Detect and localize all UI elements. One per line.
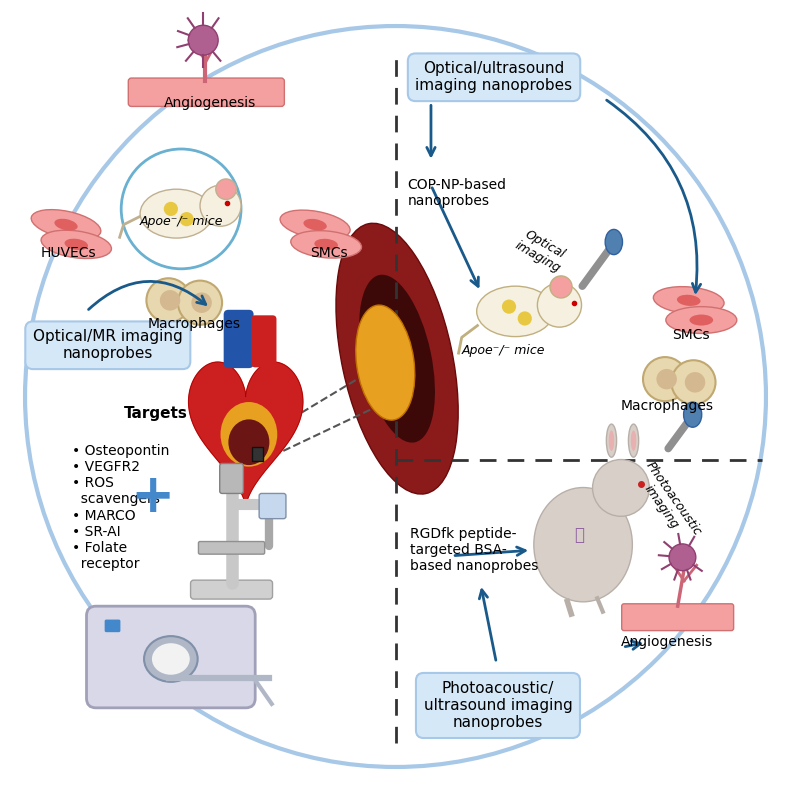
Circle shape [643, 357, 687, 401]
Circle shape [146, 278, 191, 323]
Text: Angiogenesis: Angiogenesis [165, 96, 256, 110]
Ellipse shape [152, 643, 190, 675]
Text: Apoe⁻/⁻ mice: Apoe⁻/⁻ mice [462, 344, 545, 358]
Ellipse shape [477, 286, 554, 336]
FancyBboxPatch shape [220, 463, 244, 493]
Ellipse shape [304, 219, 327, 231]
Ellipse shape [65, 239, 88, 250]
FancyBboxPatch shape [128, 78, 284, 106]
Ellipse shape [221, 402, 278, 466]
Ellipse shape [630, 431, 636, 451]
Ellipse shape [280, 210, 350, 239]
Ellipse shape [677, 295, 701, 306]
Text: SMCs: SMCs [310, 246, 347, 260]
Ellipse shape [229, 419, 270, 465]
Text: Angiogenesis: Angiogenesis [621, 635, 713, 649]
Ellipse shape [336, 224, 458, 494]
Circle shape [550, 276, 572, 298]
FancyBboxPatch shape [191, 580, 273, 599]
Text: COP-NP-based
nanoprobes: COP-NP-based nanoprobes [407, 178, 506, 209]
Circle shape [685, 372, 706, 393]
Circle shape [188, 25, 218, 56]
Text: Photoacoustic/
ultrasound imaging
nanoprobes: Photoacoustic/ ultrasound imaging nanopr… [424, 680, 573, 730]
Polygon shape [188, 362, 303, 507]
Text: Targets: Targets [123, 406, 187, 421]
Circle shape [164, 201, 178, 216]
Circle shape [502, 300, 516, 314]
Text: Optical/ultrasound
imaging nanoprobes: Optical/ultrasound imaging nanoprobes [415, 61, 573, 94]
Ellipse shape [140, 190, 213, 238]
Ellipse shape [609, 431, 615, 451]
FancyBboxPatch shape [252, 316, 277, 367]
Text: Photoacoustic
imaging: Photoacoustic imaging [631, 459, 704, 546]
Ellipse shape [41, 230, 112, 259]
Text: ✨: ✨ [574, 527, 585, 544]
Ellipse shape [55, 219, 78, 231]
Ellipse shape [359, 274, 435, 442]
Text: RGDfk peptide-
targeted BSA-
based nanoprobes: RGDfk peptide- targeted BSA- based nanop… [410, 527, 538, 573]
Circle shape [592, 460, 649, 516]
Ellipse shape [144, 636, 198, 682]
Circle shape [657, 369, 677, 389]
Ellipse shape [534, 488, 632, 602]
Circle shape [180, 212, 194, 226]
FancyBboxPatch shape [622, 603, 733, 630]
Text: • Osteopontin
• VEGFR2
• ROS
  scavengers
• MARCO
• SR-AI
• Folate
  receptor: • Osteopontin • VEGFR2 • ROS scavengers … [72, 444, 170, 571]
Ellipse shape [607, 424, 617, 458]
Circle shape [672, 360, 716, 404]
Circle shape [191, 293, 212, 313]
Text: +: + [131, 471, 175, 523]
Circle shape [25, 26, 766, 767]
FancyBboxPatch shape [224, 310, 254, 368]
Circle shape [216, 179, 237, 200]
Text: SMCs: SMCs [672, 328, 710, 342]
Ellipse shape [653, 286, 724, 314]
Text: Optical/MR imaging
nanoprobes: Optical/MR imaging nanoprobes [33, 329, 183, 362]
Text: HUVECs: HUVECs [40, 246, 97, 260]
Circle shape [200, 186, 241, 226]
Circle shape [537, 283, 581, 328]
Circle shape [178, 281, 222, 325]
Text: Macrophages: Macrophages [148, 317, 241, 331]
FancyBboxPatch shape [86, 606, 255, 708]
Ellipse shape [356, 305, 414, 420]
FancyBboxPatch shape [259, 493, 286, 519]
Ellipse shape [31, 209, 100, 239]
Ellipse shape [690, 315, 713, 326]
Ellipse shape [683, 402, 702, 427]
Ellipse shape [291, 231, 361, 258]
Text: Macrophages: Macrophages [621, 399, 714, 413]
FancyBboxPatch shape [104, 619, 120, 632]
Ellipse shape [628, 424, 638, 458]
Circle shape [160, 290, 180, 311]
Ellipse shape [666, 307, 736, 333]
Ellipse shape [314, 239, 338, 250]
FancyBboxPatch shape [252, 447, 263, 462]
FancyBboxPatch shape [199, 542, 265, 554]
Text: Optical
imaging: Optical imaging [513, 226, 570, 275]
Circle shape [669, 544, 696, 571]
Ellipse shape [605, 229, 623, 255]
Circle shape [517, 312, 532, 326]
Text: Apoe⁻/⁻ mice: Apoe⁻/⁻ mice [139, 215, 223, 228]
